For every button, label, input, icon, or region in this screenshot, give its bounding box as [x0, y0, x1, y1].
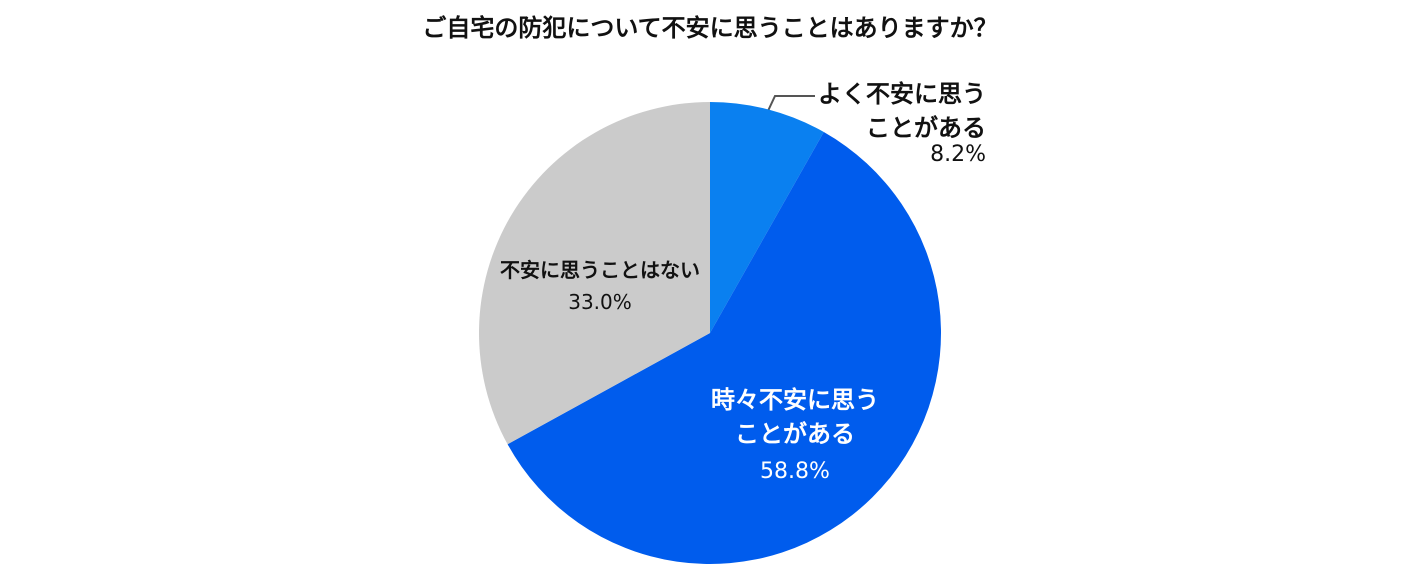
pie-slice — [710, 102, 824, 333]
value-label: 8.2% — [930, 142, 986, 167]
pie-slice — [479, 102, 710, 445]
chart-title: ご自宅の防犯について不安に思うことはありますか？ — [422, 14, 998, 42]
pie-slice — [507, 131, 941, 564]
value-label: 58.8% — [760, 459, 830, 484]
slice-label: よく不安に思うことがある — [818, 80, 986, 142]
slice-label: 時々不安に思うことがある — [711, 386, 879, 448]
value-label: 33.0% — [568, 290, 632, 314]
slice-label: 不安に思うことはない — [500, 258, 700, 282]
